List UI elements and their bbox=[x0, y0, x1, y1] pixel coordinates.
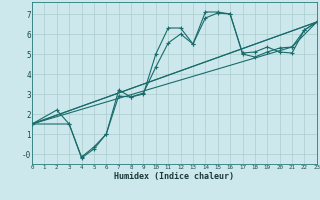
X-axis label: Humidex (Indice chaleur): Humidex (Indice chaleur) bbox=[115, 172, 234, 181]
